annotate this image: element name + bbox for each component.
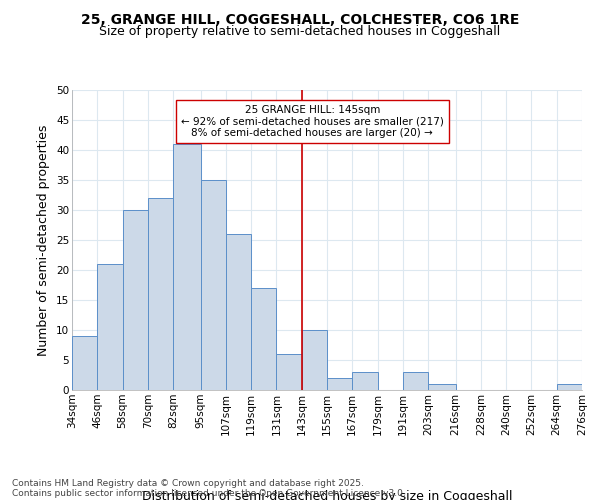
Bar — [251, 288, 277, 390]
Bar — [277, 354, 302, 390]
Bar — [122, 210, 148, 390]
Bar — [148, 198, 173, 390]
Text: Contains public sector information licensed under the Open Government Licence v3: Contains public sector information licen… — [12, 488, 406, 498]
Bar — [352, 372, 377, 390]
Bar — [97, 264, 122, 390]
Text: 25 GRANGE HILL: 145sqm
← 92% of semi-detached houses are smaller (217)
8% of sem: 25 GRANGE HILL: 145sqm ← 92% of semi-det… — [181, 105, 443, 138]
Bar — [403, 372, 428, 390]
Bar — [173, 144, 200, 390]
Bar — [226, 234, 251, 390]
Bar — [302, 330, 327, 390]
Text: 25, GRANGE HILL, COGGESHALL, COLCHESTER, CO6 1RE: 25, GRANGE HILL, COGGESHALL, COLCHESTER,… — [81, 12, 519, 26]
Text: Size of property relative to semi-detached houses in Coggeshall: Size of property relative to semi-detach… — [100, 25, 500, 38]
Bar — [72, 336, 97, 390]
Bar — [200, 180, 226, 390]
X-axis label: Distribution of semi-detached houses by size in Coggeshall: Distribution of semi-detached houses by … — [142, 490, 512, 500]
Text: Contains HM Land Registry data © Crown copyright and database right 2025.: Contains HM Land Registry data © Crown c… — [12, 478, 364, 488]
Bar — [557, 384, 582, 390]
Bar — [327, 378, 352, 390]
Bar — [428, 384, 455, 390]
Y-axis label: Number of semi-detached properties: Number of semi-detached properties — [37, 124, 50, 356]
